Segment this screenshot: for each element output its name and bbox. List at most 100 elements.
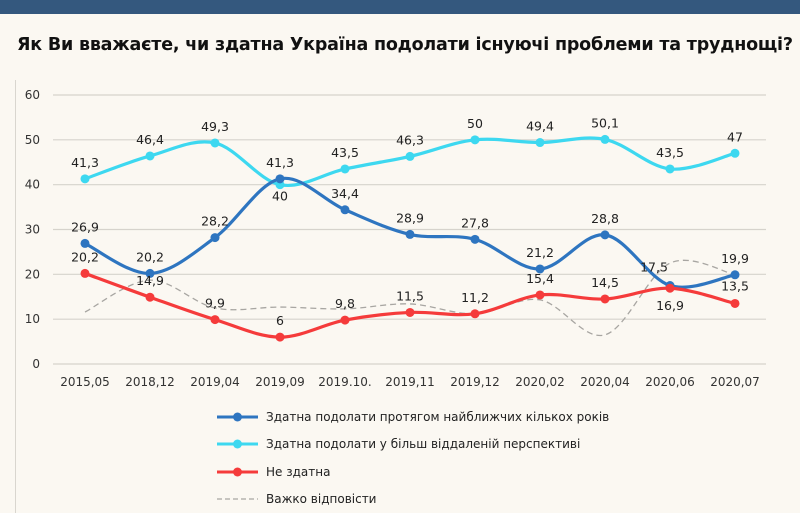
data-label: 41,3 — [71, 155, 99, 170]
legend-label: Важко відповісти — [266, 492, 377, 507]
data-label: 46,4 — [136, 132, 164, 147]
y-tick-label: 0 — [32, 357, 40, 371]
data-label: 43,5 — [331, 145, 359, 160]
data-point-s1-0 — [80, 174, 90, 184]
legend-item: Важко відповісти — [215, 486, 609, 513]
data-point-s1-4 — [340, 164, 350, 174]
data-label: 20,2 — [136, 249, 164, 264]
data-label: 40 — [272, 189, 288, 204]
data-label: 16,9 — [656, 298, 684, 313]
data-label: 28,8 — [591, 211, 619, 226]
data-label: 11,2 — [461, 290, 489, 305]
x-tick-label: 2019,11 — [385, 375, 435, 389]
legend-item: Здатна подолати у більш віддаленій персп… — [215, 431, 609, 459]
legend-label: Здатна подолати протягом найближчих кіль… — [266, 409, 610, 424]
data-label: 46,3 — [396, 132, 424, 147]
data-point-s1-10 — [730, 148, 740, 158]
data-label: 9,9 — [205, 296, 225, 311]
data-label: 19,9 — [721, 251, 749, 266]
data-label: 50 — [467, 116, 483, 131]
data-label: 28,2 — [201, 214, 229, 229]
legend-swatch — [217, 412, 258, 422]
data-label: 13,5 — [721, 278, 749, 293]
data-point-s2-8 — [600, 294, 610, 304]
data-point-s2-10 — [730, 298, 740, 308]
data-point-s0-10 — [730, 270, 740, 280]
x-tick-label: 2019,04 — [190, 375, 240, 389]
data-label: 11,5 — [396, 288, 424, 303]
data-label: 14,9 — [136, 273, 164, 288]
data-label: 20,2 — [71, 249, 99, 264]
x-tick-label: 2018,12 — [125, 375, 175, 389]
data-point-s0-8 — [600, 230, 610, 240]
x-tick-label: 2020,07 — [710, 375, 760, 389]
x-tick-label: 2019,12 — [450, 375, 500, 389]
data-point-s1-6 — [470, 135, 480, 145]
data-point-s2-5 — [405, 307, 415, 317]
x-tick-label: 2020,04 — [580, 375, 630, 389]
x-tick-label: 2020,06 — [645, 375, 695, 389]
data-point-s1-9 — [665, 164, 675, 174]
data-label: 17,5 — [640, 260, 668, 275]
data-point-s0-3 — [275, 174, 285, 184]
x-tick-label: 2020,02 — [515, 375, 565, 389]
data-label: 43,5 — [656, 145, 684, 160]
data-label: 9,8 — [335, 296, 355, 311]
chart-legend: Здатна подолати протягом найближчих кіль… — [215, 403, 609, 513]
data-point-s2-0 — [80, 268, 90, 278]
y-tick-label: 40 — [25, 178, 40, 192]
data-label: 47 — [727, 129, 743, 144]
x-tick-label: 2019,09 — [255, 375, 305, 389]
data-point-s0-5 — [405, 229, 415, 239]
data-label: 6 — [276, 313, 284, 328]
legend-item: Здатна подолати протягом найближчих кіль… — [215, 403, 609, 431]
data-point-s2-2 — [210, 315, 220, 325]
data-label: 49,4 — [526, 119, 554, 134]
data-label: 27,8 — [461, 215, 489, 230]
data-point-s2-9 — [665, 283, 675, 293]
data-point-s2-4 — [340, 315, 350, 325]
y-tick-label: 20 — [25, 267, 40, 281]
data-point-s0-1 — [145, 268, 155, 278]
data-point-s1-7 — [535, 138, 545, 148]
legend-swatch — [217, 498, 258, 500]
data-label: 28,9 — [396, 210, 424, 225]
data-label: 21,2 — [526, 245, 554, 260]
data-point-s0-6 — [470, 234, 480, 244]
data-point-s1-2 — [210, 138, 220, 148]
data-point-s0-2 — [210, 233, 220, 243]
data-point-s0-0 — [80, 238, 90, 248]
x-tick-label: 2019.10. — [318, 375, 371, 389]
series-line-3 — [84, 259, 736, 337]
chart-title: Як Ви вважаєте, чи здатна Україна подола… — [17, 35, 793, 55]
data-label: 34,4 — [331, 186, 359, 201]
y-tick-label: 10 — [25, 312, 40, 326]
legend-label: Не здатна — [266, 464, 331, 479]
data-point-s0-7 — [535, 264, 545, 274]
data-point-s0-4 — [340, 205, 350, 215]
y-tick-label: 60 — [25, 88, 40, 102]
data-point-s1-5 — [405, 151, 415, 161]
legend-swatch — [217, 467, 258, 477]
data-label: 49,3 — [201, 119, 229, 134]
slide-frame-line — [15, 80, 16, 513]
data-point-s2-3 — [275, 332, 285, 342]
series-line-2 — [84, 271, 736, 339]
data-label: 26,9 — [71, 219, 99, 234]
data-label: 50,1 — [591, 115, 619, 130]
data-point-s1-1 — [145, 151, 155, 161]
legend-label: Здатна подолати у більш віддаленій персп… — [266, 437, 581, 452]
data-label: 15,4 — [526, 271, 554, 286]
legend-swatch — [217, 439, 258, 449]
data-point-s2-1 — [145, 292, 155, 302]
header-bar — [0, 0, 800, 14]
y-tick-label: 50 — [25, 133, 40, 147]
data-point-s2-6 — [470, 309, 480, 319]
data-point-s2-7 — [535, 290, 545, 300]
data-label: 14,5 — [591, 275, 619, 290]
data-label: 41,3 — [266, 155, 294, 170]
x-tick-label: 2015,05 — [60, 375, 110, 389]
data-point-s1-8 — [600, 134, 610, 144]
y-tick-label: 30 — [25, 223, 40, 237]
